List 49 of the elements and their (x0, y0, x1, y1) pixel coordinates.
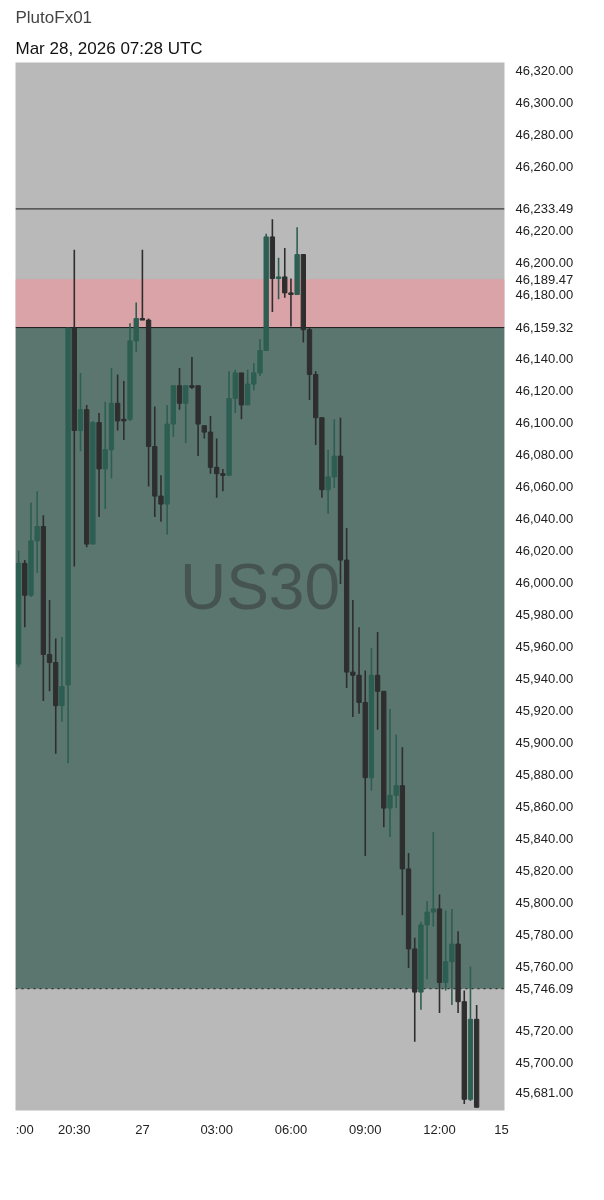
x-tick-label: 27 (135, 1121, 150, 1137)
y-tick-label: 46,300.00 (515, 95, 574, 110)
y-tick-label: 46,180.00 (515, 287, 574, 302)
chart-title: PlutoFx01 (15, 7, 93, 27)
y-tick-label: 46,200.00 (515, 255, 574, 270)
y-tick-label: 46,060.00 (515, 479, 574, 494)
y-tick-label: 46,140.00 (515, 351, 574, 366)
chart-subtitle: Mar 28, 2026 07:28 UTC (15, 38, 203, 58)
candlestick (77, 372, 84, 453)
candlestick (176, 367, 183, 411)
y-tick-label: 46,220.00 (515, 223, 574, 238)
candlestick (275, 256, 282, 301)
y-tick-label: 45,760.00 (515, 959, 574, 974)
x-tick-label: 09:00 (348, 1121, 382, 1137)
y-tick-label: 45,840.00 (515, 831, 574, 846)
y-tick-label: 46,000.00 (515, 575, 574, 590)
y-tick-label: 46,260.00 (515, 159, 574, 174)
y-tick-label: 45,720.00 (515, 1023, 574, 1038)
y-tick-label: 45,960.00 (515, 639, 574, 654)
y-tick-label: 46,040.00 (515, 511, 574, 526)
band-label: 46,189.47 (515, 271, 574, 287)
y-tick-label: 45,940.00 (515, 671, 574, 686)
y-tick-label: 45,980.00 (515, 607, 574, 622)
y-tick-label: 46,020.00 (515, 543, 574, 558)
y-tick-label: 46,100.00 (515, 415, 574, 430)
ref-line-label: 45,746.09 (515, 981, 574, 997)
y-tick-label: 45,780.00 (515, 927, 574, 942)
x-tick-label: 15 (494, 1121, 509, 1137)
ref-line-label: 46,159.32 (515, 320, 574, 336)
x-tick-label: 03:00 (200, 1121, 233, 1137)
y-tick-label: 45,860.00 (515, 799, 574, 814)
x-tick-label: 06:00 (274, 1121, 308, 1137)
ref-line-label: 46,233.49 (515, 201, 574, 217)
y-tick-label: 45,820.00 (515, 863, 574, 878)
y-tick-label: 46,120.00 (515, 383, 574, 398)
candlestick (183, 384, 189, 445)
candlestick (59, 636, 65, 723)
y-tick-label: 45,700.00 (515, 1055, 574, 1070)
y-tick-label: 45,920.00 (515, 703, 574, 718)
x-tick-label: :00 (15, 1121, 34, 1137)
y-tick-label: 46,320.00 (515, 63, 574, 78)
y-tick-label: 45,681.00 (515, 1085, 574, 1101)
y-tick-label: 45,880.00 (515, 767, 574, 782)
y-tick-label: 46,280.00 (515, 127, 574, 142)
x-tick-label: 12:00 (423, 1121, 456, 1137)
y-tick-label: 45,900.00 (515, 735, 574, 750)
y-tick-label: 45,800.00 (515, 895, 574, 910)
x-tick-label: 20:30 (58, 1121, 91, 1137)
y-tick-label: 46,080.00 (515, 447, 574, 462)
